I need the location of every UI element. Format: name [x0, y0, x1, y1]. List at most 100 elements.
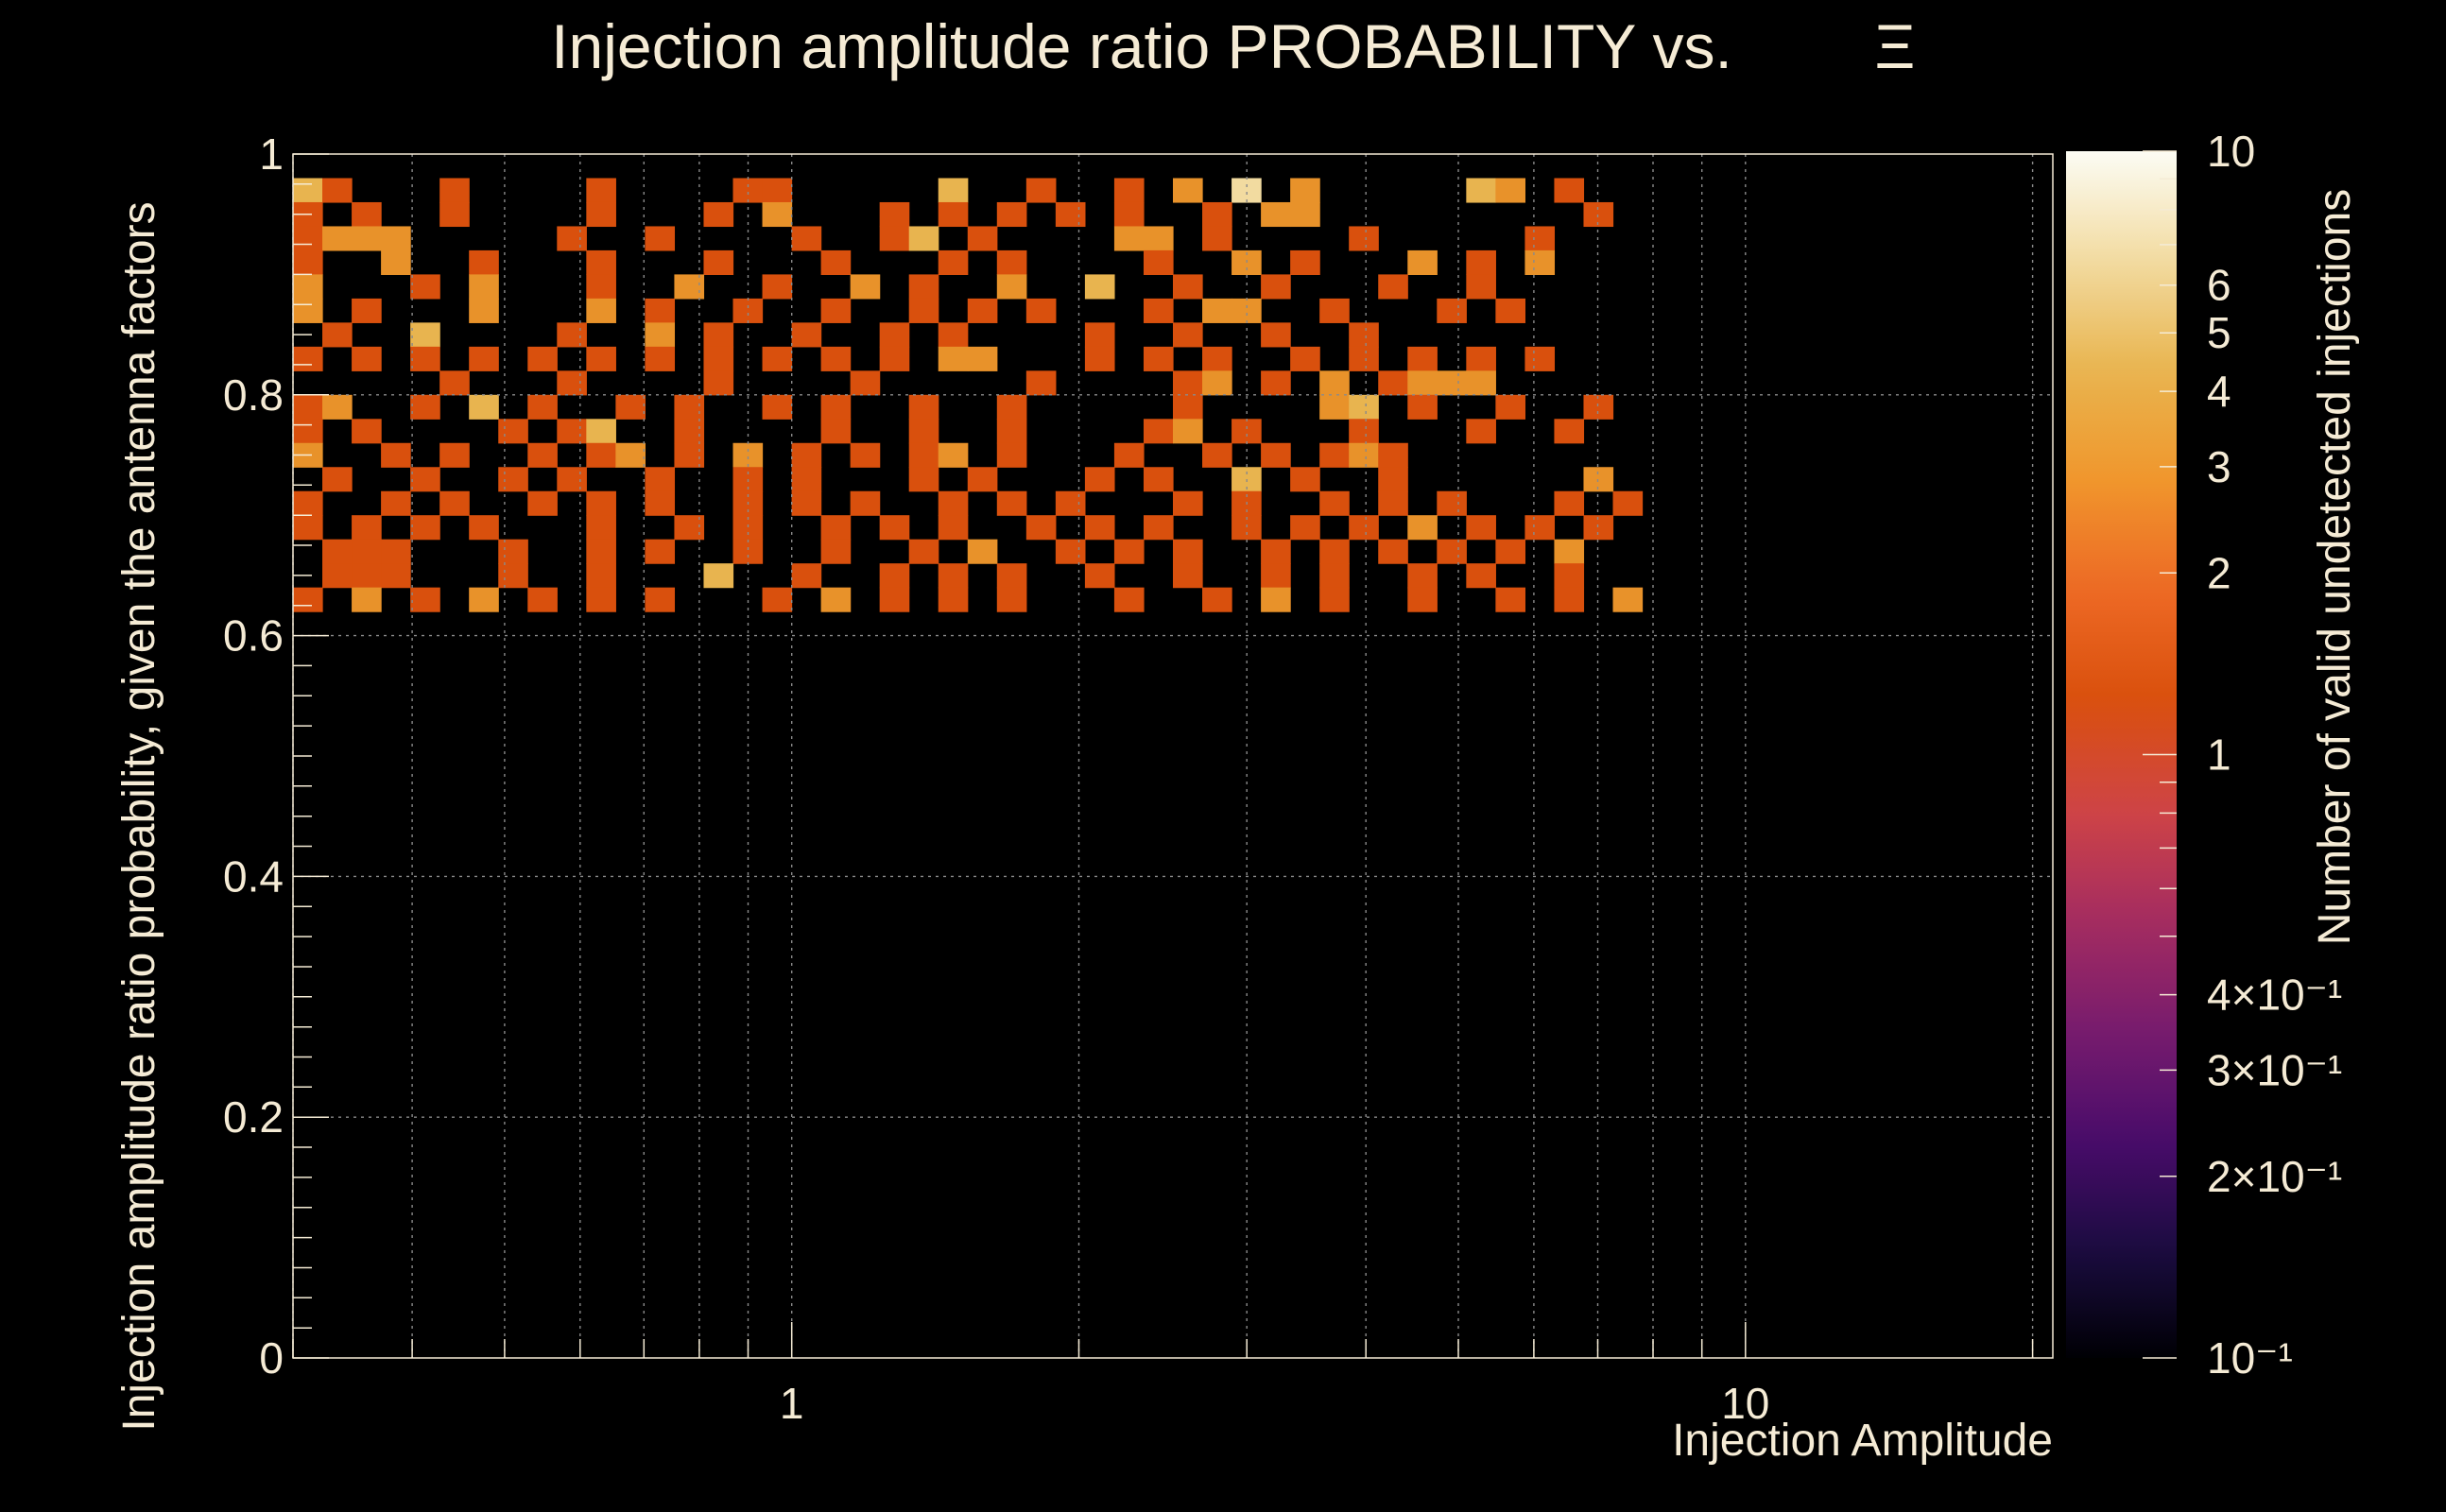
- heatmap-cell: [1466, 419, 1496, 444]
- heatmap-cell: [1290, 201, 1320, 228]
- y-tick-label: 0.4: [223, 851, 284, 901]
- heatmap-cell: [322, 467, 353, 492]
- colorbar-tick-label: 1: [2207, 730, 2231, 780]
- heatmap-cell: [1025, 178, 1057, 203]
- heatmap-cell: [1349, 226, 1379, 251]
- heatmap-cell: [586, 490, 616, 516]
- heatmap-cell: [293, 274, 323, 300]
- heatmap-cell: [1495, 539, 1525, 564]
- heatmap-cell: [1583, 394, 1614, 420]
- heatmap-cell: [1143, 298, 1174, 323]
- heatmap-cell: [469, 274, 499, 300]
- heatmap-cell: [1583, 201, 1614, 228]
- colorbar-tick-label: 3×10⁻¹: [2207, 1045, 2342, 1094]
- heatmap-cell: [820, 346, 852, 371]
- heatmap-cell: [1025, 298, 1057, 323]
- heatmap-cell: [586, 539, 616, 564]
- heatmap-cell: [879, 201, 910, 228]
- heatmap-cell: [703, 346, 734, 371]
- heatmap-cell: [1495, 394, 1525, 420]
- heatmap-cell: [586, 346, 616, 371]
- heatmap-cell: [557, 419, 587, 444]
- heatmap-cell: [762, 587, 793, 612]
- heatmap-cell: [996, 587, 1027, 612]
- heatmap-cell: [410, 515, 440, 541]
- heatmap-cell: [791, 467, 822, 492]
- heatmap-cell: [1113, 178, 1145, 203]
- heatmap-cell: [1261, 274, 1291, 300]
- y-tick-label: 1: [259, 129, 284, 179]
- heatmap-cell: [879, 226, 910, 251]
- heatmap-cell: [293, 178, 323, 203]
- heatmap-cell: [732, 178, 764, 203]
- heatmap-cell: [293, 346, 323, 371]
- heatmap-cell: [703, 563, 734, 589]
- heatmap-cell: [352, 515, 382, 541]
- heatmap-cell: [1407, 515, 1438, 541]
- heatmap-cell: [293, 490, 323, 516]
- heatmap-cell: [762, 394, 793, 420]
- heatmap-cell: [1524, 346, 1556, 371]
- heatmap-cell: [469, 346, 499, 371]
- heatmap-cell: [762, 274, 793, 300]
- heatmap-cell: [1407, 563, 1438, 589]
- heatmap-cell: [1173, 394, 1203, 420]
- heatmap-cell: [1261, 587, 1291, 612]
- heatmap-cell: [850, 490, 881, 516]
- colorbar-label: Number of valid undetected injections: [2310, 189, 2360, 945]
- heatmap-cell: [1261, 201, 1291, 228]
- y-tick-label: 0.6: [223, 611, 284, 661]
- heatmap-cell: [586, 201, 616, 228]
- heatmap-cell: [1025, 515, 1057, 541]
- heatmap-cell: [1290, 467, 1320, 492]
- heatmap-cell: [645, 298, 676, 323]
- heatmap-cell: [586, 563, 616, 589]
- heatmap-cell: [1554, 539, 1585, 564]
- heatmap-cell: [850, 370, 881, 396]
- heatmap-cell: [791, 226, 822, 251]
- heatmap-cell: [615, 442, 646, 468]
- heatmap-cell: [352, 346, 382, 371]
- heatmap-cell: [1554, 563, 1585, 589]
- heatmap-cell: [938, 178, 969, 203]
- heatmap-cell: [1583, 467, 1614, 492]
- heatmap-cell: [1319, 563, 1350, 589]
- heatmap-cell: [1143, 515, 1174, 541]
- heatmap-cell: [1084, 515, 1115, 541]
- heatmap-cell: [469, 587, 499, 612]
- heatmap-cell: [1290, 515, 1320, 541]
- heatmap-cell: [967, 226, 998, 251]
- heatmap-cell: [1466, 346, 1496, 371]
- heatmap-cell: [762, 346, 793, 371]
- heatmap-cell: [1084, 346, 1115, 371]
- heatmap-cell: [1084, 274, 1115, 300]
- axes: 1 10 0 0.2 0.4 0.6 0.8 1: [223, 129, 2054, 1428]
- heatmap-cell: [1173, 322, 1203, 348]
- heatmap-cell: [1025, 370, 1057, 396]
- heatmap-cell: [1173, 490, 1203, 516]
- heatmap-cell: [293, 587, 323, 612]
- heatmap-cell: [322, 178, 353, 203]
- x-tick-label: 1: [780, 1379, 804, 1428]
- heatmap-cell: [469, 394, 499, 420]
- heatmap-cell: [996, 490, 1027, 516]
- heatmap-cell: [1261, 563, 1291, 589]
- heatmap-cell: [967, 298, 998, 323]
- heatmap-cell: [1319, 370, 1350, 396]
- heatmap-cell: [938, 249, 969, 275]
- heatmap-cell: [674, 274, 705, 300]
- heatmap-cell: [1113, 442, 1145, 468]
- heatmap-cell: [645, 322, 676, 348]
- heatmap-cell: [879, 322, 910, 348]
- heatmap-cell: [1495, 587, 1525, 612]
- heatmap-cell: [498, 467, 528, 492]
- heatmap-cell: [322, 394, 353, 420]
- heatmap-cell: [381, 249, 411, 275]
- heatmap-cell: [1437, 539, 1467, 564]
- heatmap-cell: [527, 346, 558, 371]
- heatmap-cell: [1349, 394, 1379, 420]
- heatmap-cell: [996, 274, 1027, 300]
- heatmap-cell: [1437, 298, 1467, 323]
- heatmap-cell: [938, 563, 969, 589]
